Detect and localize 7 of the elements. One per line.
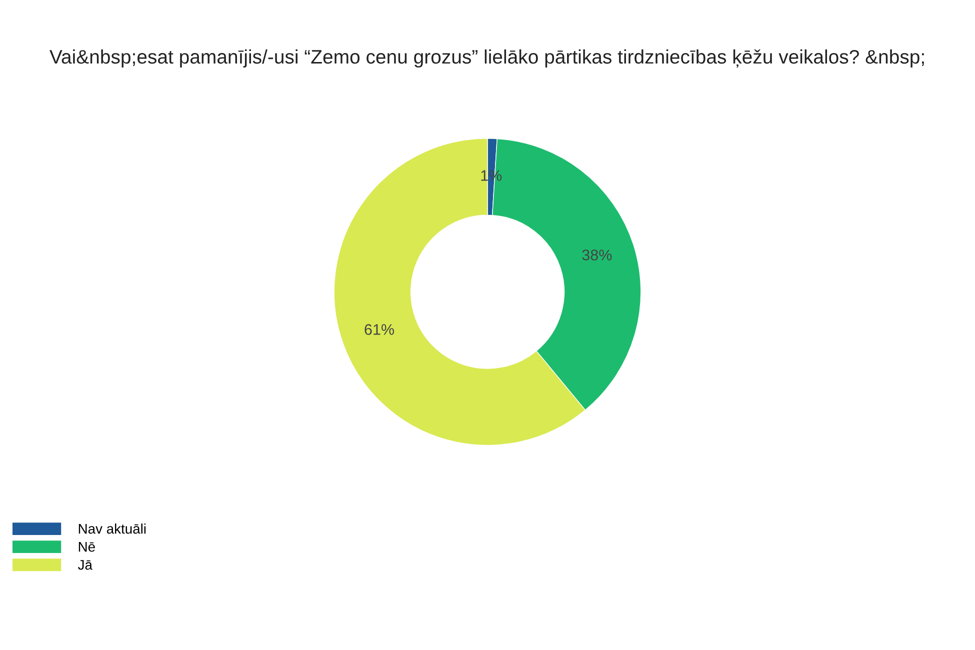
legend-label: Jā <box>78 560 92 570</box>
data-label: 61% <box>364 324 394 335</box>
data-label: 1% <box>481 170 502 181</box>
data-label: 38% <box>582 250 612 260</box>
chart-title: Vai&nbsp;esat pamanījis/-usi “Zemo cenu grozus” lielāko pārtikas tirdzniecības ķēžu veikalos? &nbsp; <box>50 49 924 68</box>
legend-label: Nē <box>78 542 95 552</box>
legend-label: Nav aktuāli <box>78 524 146 534</box>
